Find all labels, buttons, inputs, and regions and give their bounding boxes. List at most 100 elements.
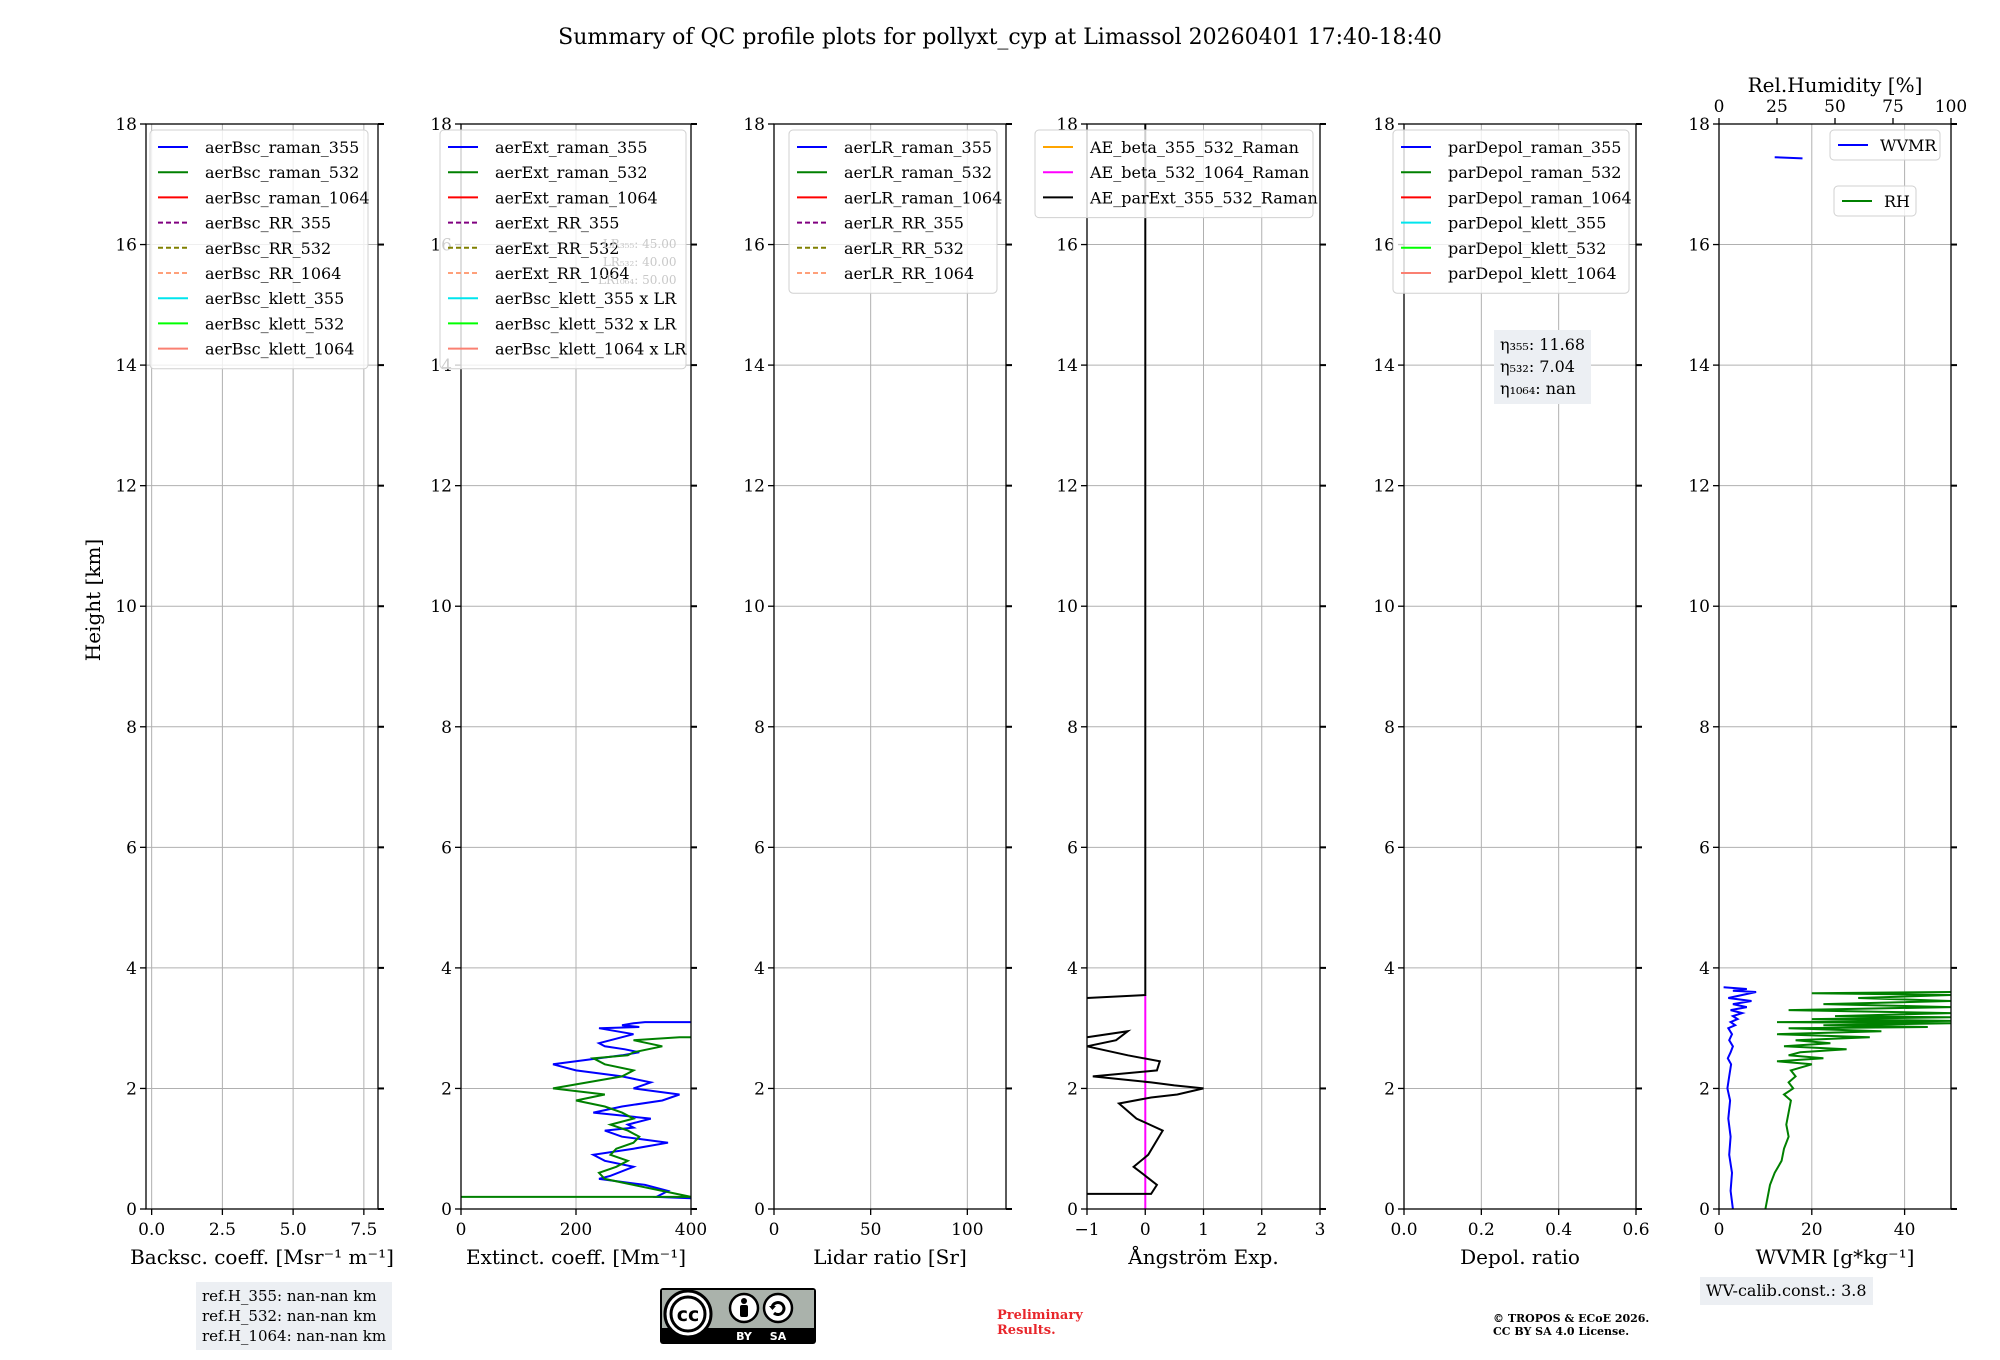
legend-frame [788,129,998,294]
legend-label: aerBsc_RR_1064 [205,264,341,283]
lr-note-1064: LR₁₀₆₄: 50.00 [598,273,677,287]
y-tick-label: 12 [1373,477,1395,497]
legend-label: aerLR_RR_355 [844,214,964,233]
x-tick-label: 20 [1801,1220,1823,1240]
y-tick-label: 14 [1373,356,1395,376]
y-tick-label: 4 [126,959,137,979]
wv-calib-box: WV-calib.const.: 3.8 [1700,1277,1873,1305]
y-tick-label: 18 [743,115,765,135]
legend-label: WVMR [1880,136,1937,155]
y-tick-label: 12 [115,477,137,497]
y-tick-label: 10 [430,597,452,617]
preliminary-line-2: Results. [997,1323,1056,1338]
y-tick-label: 12 [1056,477,1078,497]
legend-label: parDepol_raman_532 [1448,163,1621,182]
x-tick-label: 50 [860,1220,882,1240]
legend-label: aerBsc_RR_532 [205,239,331,258]
y-tick-label: 10 [1056,597,1078,617]
legend-label: parDepol_raman_355 [1448,138,1621,157]
y-tick-label: 2 [441,1079,452,1099]
y-tick-label: 0 [1699,1200,1710,1220]
legend-label: parDepol_klett_355 [1448,214,1606,233]
legend-label: aerBsc_klett_532 x LR [495,314,677,333]
ref-height-532: ref.H_532: nan-nan km [202,1307,377,1325]
x-tick-label: 400 [675,1220,707,1240]
top-x-tick-label: 0 [1714,97,1725,117]
legend-label: aerLR_raman_355 [844,138,992,157]
y-tick-label: 16 [1688,236,1710,256]
cc-logo-text: cc [677,1304,700,1326]
eta-1064: η₁₀₆₄: nan [1500,379,1576,398]
eta-355: η₃₅₅: 11.68 [1500,335,1586,354]
series-ae-parext-355-532-raman-upper- [1086,124,1147,999]
y-tick-label: 18 [1688,115,1710,135]
y-tick-label: 8 [441,718,452,738]
lr-note-532: LR₅₃₂: 40.00 [602,255,677,269]
axes-frame [773,123,1007,1210]
x-axis-label: WVMR [g*kg⁻¹] [1756,1245,1915,1269]
legend-label: parDepol_klett_532 [1448,239,1606,258]
panel-lr: 0 2 4 6 8 10 12 14 16 18 0 50 100 Lidar ratio [Sr] aer… [743,115,1012,1269]
y-tick-label: 8 [1067,718,1078,738]
x-tick-label: 100 [951,1220,983,1240]
top-x-axis-label: Rel.Humidity [%] [1748,73,1923,97]
legend-label: parDepol_raman_1064 [1448,188,1632,207]
panel-depol: 0 2 4 6 8 10 12 14 16 18 0.0 0.2 0.4 0.6 Depol. ratio p… [1373,115,1649,1269]
x-axis-label: Backsc. coeff. [Msr⁻¹ m⁻¹] [130,1245,394,1269]
y-tick-label: 18 [115,115,137,135]
legend-rh: RH [1833,185,1917,217]
legend: aerExt_raman_355 aerExt_raman_532 aerExt_r… [439,129,687,370]
y-tick-label: 6 [441,838,452,858]
y-tick-label: 0 [1384,1200,1395,1220]
y-tick-label: 6 [1384,838,1395,858]
legend-label: aerBsc_klett_355 [205,289,344,308]
copyright-note: © TROPOS & ECoE 2026. CC BY SA 4.0 Licen… [1493,1312,1649,1338]
x-axis-label: Depol. ratio [1460,1245,1580,1269]
x-tick-label: 3 [1315,1220,1326,1240]
preliminary-line-1: Preliminary [997,1308,1083,1323]
series-ae-parext-355-532-raman-lower- [1086,1029,1204,1195]
y-tick-label: 14 [743,356,765,376]
legend-label: aerLR_raman_532 [844,163,992,182]
legend-frame [1392,129,1630,294]
series-rh [1764,991,1952,1210]
legend-label: AE_beta_532_1064_Raman [1089,163,1309,182]
x-tick-label: 40 [1894,1220,1916,1240]
legend: aerLR_raman_355 aerLR_raman_532 aerLR_rama… [788,129,1002,294]
x-axis-label: Lidar ratio [Sr] [813,1245,967,1269]
y-tick-label: 4 [441,959,452,979]
series-wvmr-17-4-km- [1774,156,1803,160]
legend-label: aerBsc_klett_1064 x LR [495,340,687,359]
x-tick-label: 0.0 [138,1220,165,1240]
y-tick-label: 2 [1384,1079,1395,1099]
y-tick-label: 2 [1067,1079,1078,1099]
y-tick-label: 16 [743,236,765,256]
legend: aerBsc_raman_355 aerBsc_raman_532 aerBsc_r… [149,129,370,370]
figure-title: Summary of QC profile plots for pollyxt_… [558,25,1442,50]
legend-label: aerBsc_raman_1064 [205,188,370,207]
legend-label: aerLR_raman_1064 [844,188,1002,207]
legend-label: aerExt_raman_1064 [495,188,658,207]
lr-note-355: LR₃₅₅: 45.00 [602,237,677,251]
x-axis-label: Ångström Exp. [1127,1244,1278,1269]
y-tick-label: 8 [754,718,765,738]
y-tick-label: 12 [430,477,452,497]
y-tick-label: 4 [754,959,765,979]
x-tick-label: 0 [1140,1220,1151,1240]
y-tick-label: 14 [1056,356,1078,376]
x-tick-label: 200 [560,1220,592,1240]
y-tick-label: 0 [1067,1200,1078,1220]
legend-label: AE_parExt_355_532_Raman [1089,188,1318,207]
y-tick-label: 0 [754,1200,765,1220]
x-tick-label: 0.6 [1622,1220,1649,1240]
legend-label: aerBsc_klett_532 [205,314,344,333]
panel-bsc: 0 2 4 6 8 10 12 14 16 18 0.0 2.5 5.0 7.5 Backsc. coeff… [115,115,394,1269]
y-tick-label: 6 [126,838,137,858]
x-tick-label: 0 [1714,1220,1725,1240]
ref-height-1064: ref.H_1064: nan-nan km [202,1327,387,1345]
legend-wvmr: WVMR [1829,129,1941,161]
